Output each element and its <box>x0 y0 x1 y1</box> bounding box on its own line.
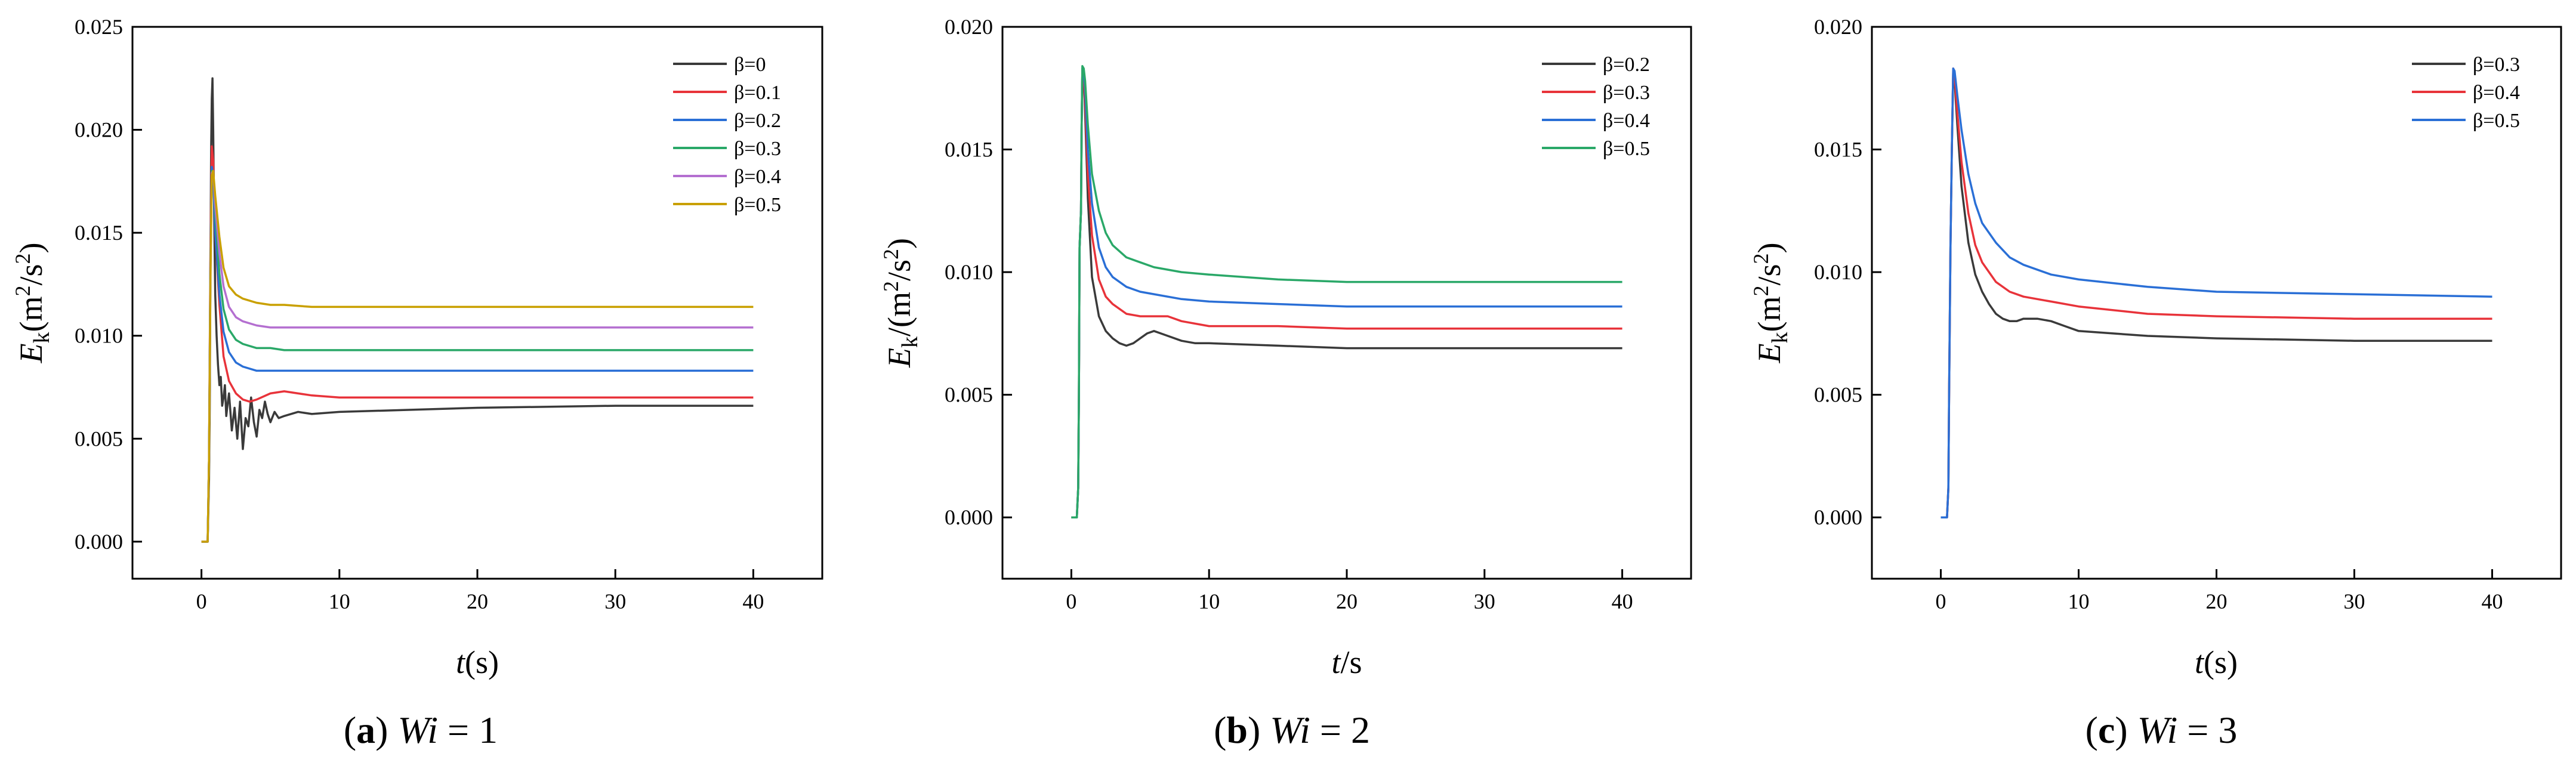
y-tick-label: 0.015 <box>945 138 993 162</box>
series-line-0 <box>201 77 754 543</box>
y-tick-label: 0.000 <box>1814 505 1862 529</box>
legend-label: β=0.3 <box>2473 54 2520 76</box>
caption-value: = 3 <box>2177 709 2237 751</box>
y-tick-label: 0.010 <box>1814 260 1862 284</box>
x-axis-unit: (s) <box>465 644 499 680</box>
y-tick-label: 0.015 <box>75 221 123 245</box>
y-tick-label: 0.025 <box>75 15 123 39</box>
x-axis-label: t(s) <box>2195 644 2238 680</box>
x-axis-label: t/s <box>1331 644 1362 680</box>
x-tick-label: 0 <box>196 589 207 613</box>
legend-label: β=0.2 <box>734 110 781 132</box>
y-tick-label: 0.005 <box>945 383 993 407</box>
x-axis-unit: (s) <box>2204 644 2238 680</box>
x-tick-label: 10 <box>1198 589 1220 613</box>
x-tick-label: 40 <box>2482 589 2503 613</box>
x-axis-unit: /s <box>1340 644 1362 680</box>
x-tick-label: 30 <box>1474 589 1495 613</box>
caption-symbol: Wi <box>2137 709 2178 751</box>
caption-symbol: Wi <box>1270 709 1310 751</box>
x-tick-label: 10 <box>329 589 350 613</box>
legend-label: β=0.3 <box>1603 82 1650 104</box>
caption-value: = 2 <box>1310 709 1370 751</box>
legend-label: β=0.4 <box>1603 110 1650 132</box>
panel-letter: c <box>2098 709 2115 751</box>
series-line-2 <box>1941 67 2492 518</box>
panel-caption: (c) Wi = 3 <box>2086 709 2238 751</box>
series-line-3 <box>1071 65 1622 518</box>
x-tick-label: 30 <box>2344 589 2365 613</box>
y-tick-label: 0.020 <box>1814 15 1862 39</box>
x-axis-symbol: t <box>456 644 466 680</box>
x-axis-label: t(s) <box>456 644 499 680</box>
panel-caption: (a) Wi = 1 <box>344 709 498 751</box>
x-tick-label: 20 <box>1336 589 1358 613</box>
x-axis-symbol: t <box>2195 644 2205 680</box>
legend-label: β=0.2 <box>1603 54 1650 76</box>
y-axis-label: Ek(m2/s2) <box>1749 242 1793 363</box>
x-tick-label: 20 <box>2206 589 2228 613</box>
x-tick-label: 20 <box>467 589 488 613</box>
y-tick-label: 0.010 <box>75 324 123 348</box>
y-axis-label: Ek(m2/s2) <box>11 242 54 363</box>
y-tick-label: 0.005 <box>1814 383 1862 407</box>
legend-label: β=0.4 <box>734 166 781 188</box>
y-tick-label: 0.010 <box>945 260 993 284</box>
caption-symbol: Wi <box>397 709 438 751</box>
y-tick-label: 0.000 <box>945 505 993 529</box>
y-tick-label: 0.020 <box>945 15 993 39</box>
y-tick-label: 0.005 <box>75 427 123 450</box>
legend-label: β=0.1 <box>734 82 781 104</box>
x-axis-symbol: t <box>1331 644 1341 680</box>
x-tick-label: 10 <box>2068 589 2090 613</box>
legend-label: β=0 <box>734 54 766 76</box>
legend-label: β=0.5 <box>2473 110 2520 132</box>
caption-value: = 1 <box>438 709 498 751</box>
legend-label: β=0.5 <box>734 194 781 216</box>
x-tick-label: 40 <box>1612 589 1633 613</box>
panel-b: 0 10 20 30 40 0.000 0.005 0.010 0.015 0.020 β=0.2 β… <box>879 15 1692 751</box>
x-tick-label: 0 <box>1936 589 1946 613</box>
legend-label: β=0.5 <box>1603 138 1650 160</box>
panel-caption: (b) Wi = 2 <box>1214 709 1370 751</box>
x-tick-label: 40 <box>742 589 764 613</box>
y-tick-label: 0.015 <box>1814 138 1862 162</box>
panel-c: 0 10 20 30 40 0.000 0.005 0.010 0.015 0.020 β=0.3 β… <box>1749 15 2562 751</box>
x-tick-label: 30 <box>604 589 626 613</box>
legend-label: β=0.3 <box>734 138 781 160</box>
x-tick-label: 0 <box>1066 589 1076 613</box>
legend-label: β=0.4 <box>2473 82 2520 104</box>
y-axis-label: Ek/(m2/s2) <box>879 238 923 368</box>
series-line-5 <box>201 169 754 543</box>
panel-letter: b <box>1226 709 1248 751</box>
y-tick-label: 0.020 <box>75 118 123 142</box>
y-tick-label: 0.000 <box>75 530 123 554</box>
panel-a: 0 10 20 30 40 0.000 0.005 0.010 0.015 0.020 0.025 β… <box>11 15 823 751</box>
panel-letter: a <box>356 709 375 751</box>
